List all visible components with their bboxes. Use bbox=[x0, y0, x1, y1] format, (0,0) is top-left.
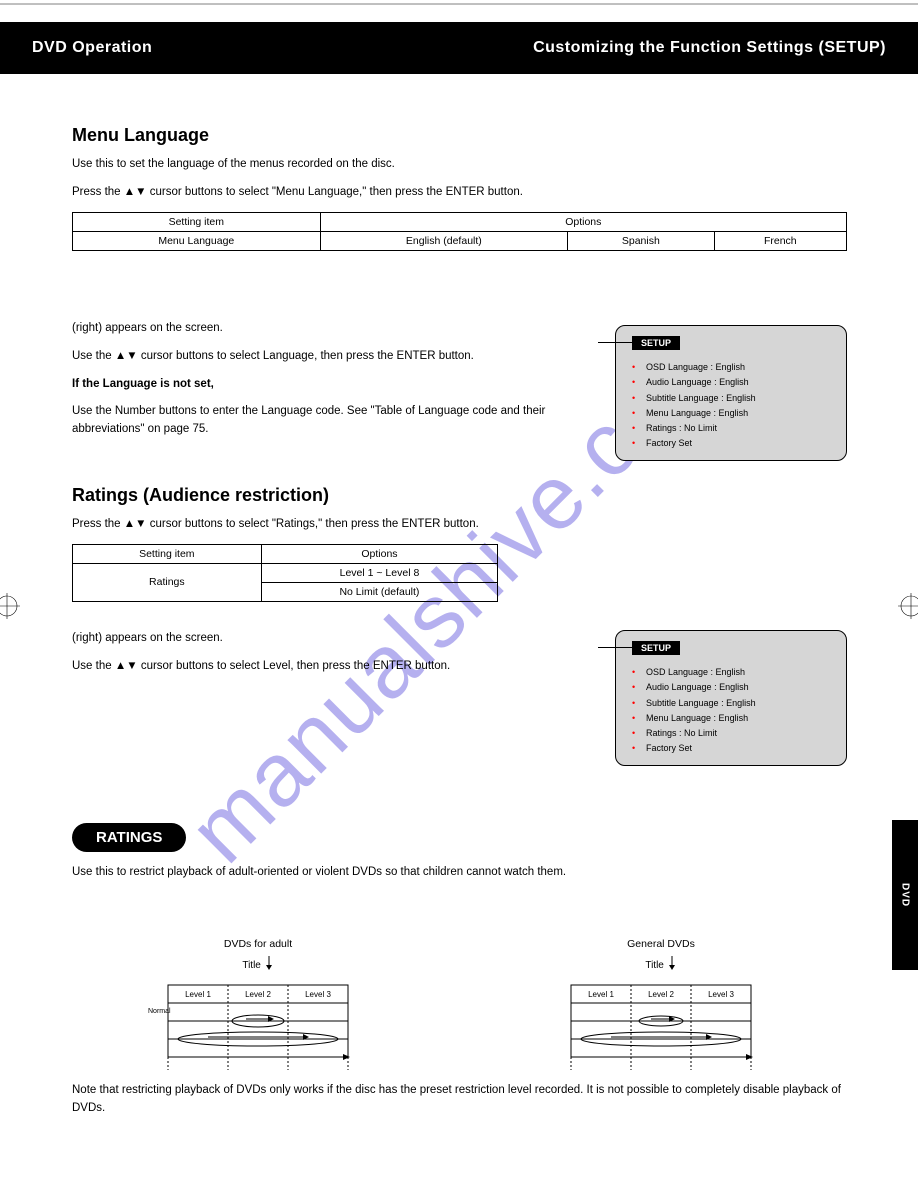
header-left: DVD Operation bbox=[32, 39, 152, 57]
ratings-pill: RATINGS bbox=[72, 823, 186, 852]
menu-item: Ratings : No Limit bbox=[646, 423, 717, 433]
menu-item: Factory Set bbox=[646, 743, 692, 753]
table-header-cell: Setting item bbox=[73, 212, 321, 231]
diagram-svg-right: Level 1 Level 2 Level 3 bbox=[551, 975, 771, 1085]
table-header-cell: Options bbox=[320, 212, 846, 231]
ratings-para: Use this to restrict playback of adult-o… bbox=[72, 864, 847, 882]
header-right: Customizing the Function Settings (SETUP… bbox=[533, 39, 886, 57]
text: (right) appears on the screen. bbox=[72, 630, 582, 648]
table-cell: Spanish bbox=[568, 231, 714, 250]
section2-sidetext: (right) appears on the screen. Use the ▲… bbox=[72, 630, 582, 686]
menu-item: Subtitle Language : English bbox=[646, 698, 756, 708]
table-cell: Level 1 ~ Level 8 bbox=[261, 563, 498, 582]
section1-para2: Press the ▲▼ cursor buttons to select "M… bbox=[72, 184, 847, 202]
diagram-header: General DVDs bbox=[475, 938, 847, 950]
svg-text:Level 1: Level 1 bbox=[185, 990, 211, 999]
text: Use the bbox=[72, 660, 112, 672]
screen1-arrow bbox=[598, 342, 640, 343]
text: Use the bbox=[72, 350, 112, 362]
diagram-svg-left: Level 1 Level 2 Level 3 Normal bbox=[148, 975, 368, 1085]
reg-mark-right bbox=[898, 593, 918, 619]
reg-mark-left bbox=[0, 593, 20, 619]
table-cell: No Limit (default) bbox=[261, 582, 498, 601]
screen1-menu: •OSD Language : English •Audio Language … bbox=[632, 360, 756, 452]
svg-text:Level 3: Level 3 bbox=[708, 990, 734, 999]
table-cell: French bbox=[714, 231, 846, 250]
section1-para1: Use this to set the language of the menu… bbox=[72, 156, 847, 174]
text: (right) appears on the screen. bbox=[72, 320, 582, 338]
table-cell: English (default) bbox=[320, 231, 568, 250]
header-band: DVD Operation Customizing the Function S… bbox=[0, 22, 918, 74]
menu-item: Audio Language : English bbox=[646, 377, 749, 387]
section-menu-language: Menu Language Use this to set the langua… bbox=[72, 125, 847, 251]
svg-text:Normal: Normal bbox=[148, 1008, 171, 1015]
text: cursor buttons to select "Menu Language,… bbox=[150, 186, 523, 198]
menu-item: Ratings : No Limit bbox=[646, 728, 717, 738]
side-tab: DVD bbox=[892, 820, 918, 970]
text: Title bbox=[242, 960, 261, 971]
table-header-cell: Setting item bbox=[73, 544, 262, 563]
svg-text:Level 2: Level 2 bbox=[245, 990, 271, 999]
screen2-menu: •OSD Language : English •Audio Language … bbox=[632, 665, 756, 757]
updown-icon: ▲▼ bbox=[124, 518, 147, 530]
svg-text:Level 3: Level 3 bbox=[305, 990, 331, 999]
menu-item: Menu Language : English bbox=[646, 408, 748, 418]
updown-icon: ▲▼ bbox=[124, 186, 147, 198]
text: Use the Number buttons to enter the Lang… bbox=[72, 403, 582, 439]
text: Press the bbox=[72, 518, 121, 530]
section2-title: Ratings (Audience restriction) bbox=[72, 485, 847, 506]
section1-title: Menu Language bbox=[72, 125, 847, 146]
menu-item: Menu Language : English bbox=[646, 713, 748, 723]
text: cursor buttons to select Language, then … bbox=[141, 350, 474, 362]
menu-item: Factory Set bbox=[646, 438, 692, 448]
updown-icon: ▲▼ bbox=[115, 660, 138, 672]
menu-item: Audio Language : English bbox=[646, 682, 749, 692]
osd-screen-preview-1: SETUP •OSD Language : English •Audio Lan… bbox=[615, 325, 847, 461]
table-cell: Ratings bbox=[73, 563, 262, 601]
section-ratings: Ratings (Audience restriction) Press the… bbox=[72, 485, 847, 612]
note-bottom: Note that restricting playback of DVDs o… bbox=[72, 1082, 847, 1118]
diagram-header: DVDs for adult bbox=[72, 938, 444, 950]
diagram-adult: DVDs for adult Title Level 1 Level 2 Lev… bbox=[72, 938, 444, 1085]
svg-text:Level 2: Level 2 bbox=[648, 990, 674, 999]
diagram-row: DVDs for adult Title Level 1 Level 2 Lev… bbox=[72, 938, 847, 1085]
text: cursor buttons to select Level, then pre… bbox=[141, 660, 450, 672]
menu-language-table: Setting item Options Menu Language Engli… bbox=[72, 212, 847, 251]
section1-sidetext: (right) appears on the screen. Use the ▲… bbox=[72, 320, 582, 449]
updown-icon: ▲▼ bbox=[115, 350, 138, 362]
text: If the Language is not set, bbox=[72, 378, 214, 390]
menu-item: OSD Language : English bbox=[646, 362, 745, 372]
osd-screen-preview-2: SETUP •OSD Language : English •Audio Lan… bbox=[615, 630, 847, 766]
menu-item: Subtitle Language : English bbox=[646, 393, 756, 403]
text: cursor buttons to select "Ratings," then… bbox=[150, 518, 479, 530]
diagram-general: General DVDs Title Level 1 Level 2 Level… bbox=[475, 938, 847, 1085]
text: Title bbox=[645, 960, 664, 971]
menu-item: OSD Language : English bbox=[646, 667, 745, 677]
table-cell: Menu Language bbox=[73, 231, 321, 250]
text: Press the bbox=[72, 186, 121, 198]
ratings-table: Setting item Options Ratings Level 1 ~ L… bbox=[72, 544, 498, 602]
table-header-cell: Options bbox=[261, 544, 498, 563]
section2-para1: Press the ▲▼ cursor buttons to select "R… bbox=[72, 516, 847, 534]
screen2-arrow bbox=[598, 647, 640, 648]
svg-text:Level 1: Level 1 bbox=[588, 990, 614, 999]
